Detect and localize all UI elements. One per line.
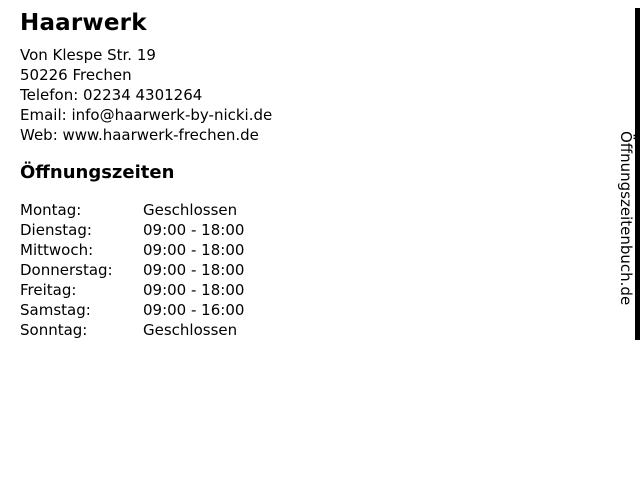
time-value: Geschlossen [143, 321, 238, 339]
business-info-card: Haarwerk Von Klespe Str. 19 50226 Freche… [20, 0, 580, 340]
address-city-line: 50226 Frechen [20, 66, 132, 84]
right-edge-bar [635, 8, 640, 340]
day-label: Montag: [20, 201, 82, 219]
contact-block: Von Klespe Str. 19 50226 Frechen Telefon… [20, 45, 580, 145]
time-value: 09:00 - 16:00 [143, 301, 245, 319]
business-name-heading: Haarwerk [20, 10, 147, 36]
day-label: Dienstag: [20, 221, 92, 239]
day-label: Sonntag: [20, 321, 88, 339]
table-row: Donnerstag: 09:00 - 18:00 [20, 260, 580, 280]
day-label: Donnerstag: [20, 261, 113, 279]
table-row: Montag: Geschlossen [20, 200, 580, 220]
email-line: Email: info@haarwerk-by-nicki.de [20, 106, 273, 124]
address-street-line: Von Klespe Str. 19 [20, 46, 156, 64]
website-line: Web: www.haarwerk-frechen.de [20, 126, 259, 144]
time-value: Geschlossen [143, 201, 238, 219]
time-value: 09:00 - 18:00 [143, 281, 245, 299]
table-row: Sonntag: Geschlossen [20, 320, 580, 340]
phone-line: Telefon: 02234 4301264 [20, 86, 203, 104]
opening-hours-table: Montag: Geschlossen Dienstag: 09:00 - 18… [20, 200, 580, 340]
table-row: Mittwoch: 09:00 - 18:00 [20, 240, 580, 260]
opening-hours-heading: Öffnungszeiten [20, 162, 175, 183]
day-label: Samstag: [20, 301, 91, 319]
table-row: Samstag: 09:00 - 16:00 [20, 300, 580, 320]
table-row: Dienstag: 09:00 - 18:00 [20, 220, 580, 240]
day-label: Mittwoch: [20, 241, 94, 259]
day-label: Freitag: [20, 281, 77, 299]
time-value: 09:00 - 18:00 [143, 241, 245, 259]
watermark-site-label: Öffnungszeitenbuch.de [617, 131, 635, 306]
time-value: 09:00 - 18:00 [143, 221, 245, 239]
table-row: Freitag: 09:00 - 18:00 [20, 280, 580, 300]
time-value: 09:00 - 18:00 [143, 261, 245, 279]
